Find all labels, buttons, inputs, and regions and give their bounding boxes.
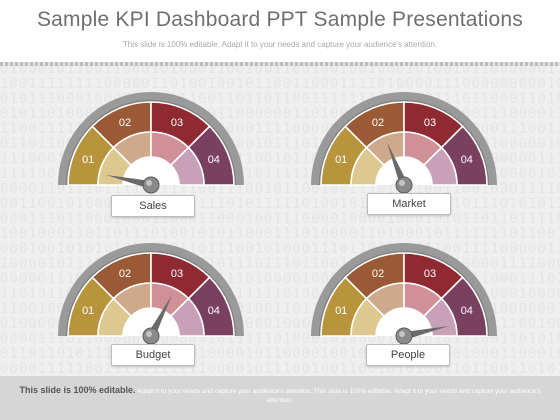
gauge-segment-label-2: 02 (372, 117, 384, 129)
page-title: Sample KPI Dashboard PPT Sample Presenta… (36, 8, 524, 31)
gauge-segment-label-3: 03 (424, 268, 436, 280)
footer-body-text: Adapt it to your needs and capture your … (137, 388, 541, 404)
gauge-segment-label-3: 03 (171, 268, 183, 280)
gauge-hub (376, 308, 432, 336)
gauge-segment-label-4: 04 (208, 154, 220, 166)
gauge-hub (123, 308, 179, 336)
page-subtitle: This slide is 100% editable. Adapt it to… (122, 40, 438, 49)
gauge-segment-label-4: 04 (208, 305, 220, 317)
gauge-people: 01 02 03 04 (311, 243, 497, 345)
gauge-segment-label-2: 02 (372, 268, 384, 280)
gauge-segment-label-1: 01 (335, 305, 347, 317)
gauge-segment-label-4: 04 (461, 154, 473, 166)
gauge-pivot-highlight (146, 331, 152, 337)
gauge-segment-label-3: 03 (424, 117, 436, 129)
gauge-pivot-highlight (399, 331, 405, 337)
gauge-segment-label-1: 01 (82, 305, 94, 317)
footer-strong-text: This slide is 100% editable. (19, 385, 136, 395)
gauge-needle (147, 295, 172, 338)
gauge-segment-label-4: 04 (461, 305, 473, 317)
footer-text: This slide is 100% editable. Adapt it to… (12, 386, 548, 405)
gauge-segment-label-3: 03 (171, 117, 183, 129)
gauge-sales: 01 02 03 04 (58, 92, 244, 194)
gauge-segment-label-1: 01 (82, 154, 94, 166)
gauge-needle (387, 142, 408, 187)
gauge-segment-label-1: 01 (335, 154, 347, 166)
label-people: People (366, 344, 450, 366)
gauge-hub (376, 157, 432, 185)
gauge-budget: 01 02 03 04 (58, 243, 244, 345)
gauge-market: 01 02 03 04 (311, 92, 497, 194)
panel-divider (0, 62, 560, 66)
gauge-segment-label-2: 02 (119, 268, 131, 280)
gauge-pivot-highlight (146, 180, 152, 186)
gauge-hub (123, 157, 179, 185)
label-market: Market (367, 193, 451, 215)
gauge-segment-label-2: 02 (119, 117, 131, 129)
footer-bar: This slide is 100% editable. Adapt it to… (0, 376, 560, 420)
gauge-needle (106, 174, 152, 189)
gauge-needle (403, 325, 449, 340)
label-budget: Budget (111, 344, 195, 366)
label-sales: Sales (111, 195, 195, 217)
gauge-pivot-highlight (399, 180, 405, 186)
